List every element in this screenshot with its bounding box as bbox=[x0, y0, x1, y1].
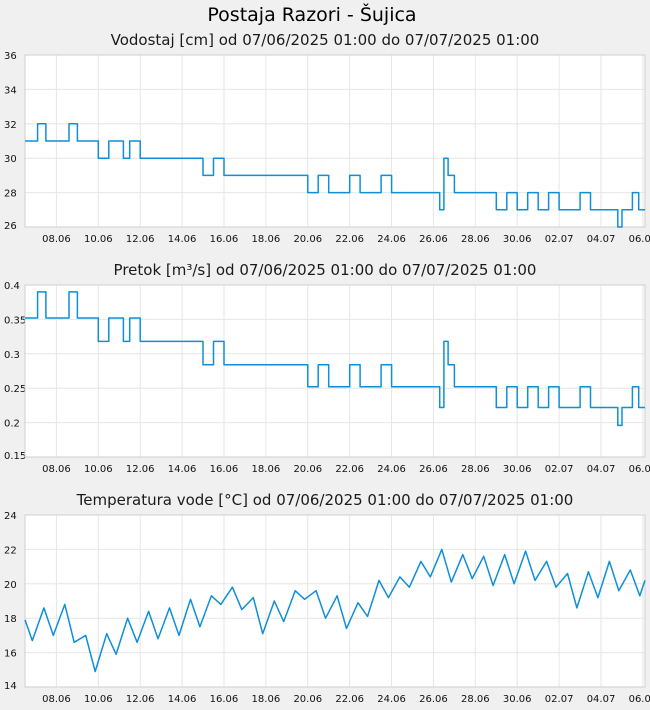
y-tick-label: 16 bbox=[4, 649, 17, 660]
x-tick-label: 30.06 bbox=[503, 464, 532, 475]
x-tick-label: 20.06 bbox=[293, 234, 322, 245]
y-tick-label: 28 bbox=[4, 189, 17, 200]
plot-area bbox=[25, 285, 645, 457]
chart-2: Pretok [m³/s] od 07/06/2025 01:00 do 07/… bbox=[4, 261, 650, 475]
x-tick-label: 14.06 bbox=[168, 464, 197, 475]
series-line bbox=[25, 291, 645, 427]
x-tick-label: 06.07 bbox=[629, 694, 650, 705]
y-tick-label: 32 bbox=[4, 120, 17, 131]
x-tick-label: 10.06 bbox=[84, 234, 113, 245]
plot-border bbox=[24, 284, 646, 458]
plot-area bbox=[25, 55, 645, 227]
chart-1: Vodostaj [cm] od 07/06/2025 01:00 do 07/… bbox=[4, 31, 650, 245]
x-tick-label: 02.07 bbox=[545, 694, 574, 705]
x-tick-label: 24.06 bbox=[377, 464, 406, 475]
x-tick-label: 10.06 bbox=[84, 464, 113, 475]
x-tick-label: 08.06 bbox=[42, 234, 71, 245]
x-tick-label: 26.06 bbox=[419, 464, 448, 475]
x-tick-label: 20.06 bbox=[293, 694, 322, 705]
x-tick-label: 06.07 bbox=[629, 234, 650, 245]
x-tick-label: 02.07 bbox=[545, 464, 574, 475]
y-tick-label: 0.15 bbox=[4, 451, 26, 462]
y-tick-label: 26 bbox=[4, 221, 17, 232]
y-tick-label: 0.35 bbox=[4, 315, 26, 326]
x-tick-label: 18.06 bbox=[252, 464, 281, 475]
x-tick-label: 18.06 bbox=[252, 234, 281, 245]
y-tick-label: 34 bbox=[4, 85, 17, 96]
x-tick-label: 22.06 bbox=[335, 694, 364, 705]
x-tick-label: 24.06 bbox=[377, 234, 406, 245]
x-tick-label: 22.06 bbox=[335, 464, 364, 475]
x-tick-label: 08.06 bbox=[42, 464, 71, 475]
x-tick-label: 14.06 bbox=[168, 694, 197, 705]
x-tick-label: 22.06 bbox=[335, 234, 364, 245]
chart-3: Temperatura vode [°C] od 07/06/2025 01:0… bbox=[4, 491, 650, 705]
y-tick-label: 22 bbox=[4, 545, 17, 556]
y-tick-label: 30 bbox=[4, 154, 17, 165]
y-tick-label: 0.25 bbox=[4, 384, 26, 395]
x-tick-label: 28.06 bbox=[461, 464, 490, 475]
plot-border bbox=[24, 514, 646, 688]
x-tick-label: 12.06 bbox=[126, 694, 155, 705]
x-tick-label: 08.06 bbox=[42, 694, 71, 705]
x-tick-label: 04.07 bbox=[587, 234, 616, 245]
series-line bbox=[25, 123, 645, 228]
x-tick-label: 28.06 bbox=[461, 234, 490, 245]
x-tick-label: 20.06 bbox=[293, 464, 322, 475]
x-tick-label: 26.06 bbox=[419, 694, 448, 705]
x-tick-label: 06.07 bbox=[629, 464, 650, 475]
x-tick-label: 26.06 bbox=[419, 234, 448, 245]
chart-title: Temperatura vode [°C] od 07/06/2025 01:0… bbox=[76, 491, 574, 509]
x-tick-label: 12.06 bbox=[126, 464, 155, 475]
x-tick-label: 24.06 bbox=[377, 694, 406, 705]
x-tick-label: 14.06 bbox=[168, 234, 197, 245]
chart-title: Vodostaj [cm] od 07/06/2025 01:00 do 07/… bbox=[111, 31, 540, 49]
page-title: Postaja Razori - Šujica bbox=[207, 2, 416, 26]
x-tick-label: 28.06 bbox=[461, 694, 490, 705]
series-line bbox=[24, 548, 646, 673]
y-tick-label: 20 bbox=[4, 580, 17, 591]
x-tick-label: 04.07 bbox=[587, 694, 616, 705]
x-tick-label: 16.06 bbox=[210, 234, 239, 245]
x-tick-label: 12.06 bbox=[126, 234, 155, 245]
chart-title: Pretok [m³/s] od 07/06/2025 01:00 do 07/… bbox=[114, 261, 537, 279]
x-tick-label: 16.06 bbox=[210, 694, 239, 705]
y-tick-label: 14 bbox=[4, 681, 17, 692]
y-tick-label: 36 bbox=[4, 51, 17, 62]
x-tick-label: 30.06 bbox=[503, 234, 532, 245]
x-tick-label: 18.06 bbox=[252, 694, 281, 705]
y-tick-label: 0.2 bbox=[4, 419, 20, 430]
x-tick-label: 02.07 bbox=[545, 234, 574, 245]
x-tick-label: 10.06 bbox=[84, 694, 113, 705]
x-tick-label: 16.06 bbox=[210, 464, 239, 475]
x-tick-label: 30.06 bbox=[503, 694, 532, 705]
y-tick-label: 0.3 bbox=[4, 350, 20, 361]
y-tick-label: 18 bbox=[4, 614, 17, 625]
x-tick-label: 04.07 bbox=[587, 464, 616, 475]
y-tick-label: 0.4 bbox=[4, 281, 20, 292]
y-tick-label: 24 bbox=[4, 511, 17, 522]
